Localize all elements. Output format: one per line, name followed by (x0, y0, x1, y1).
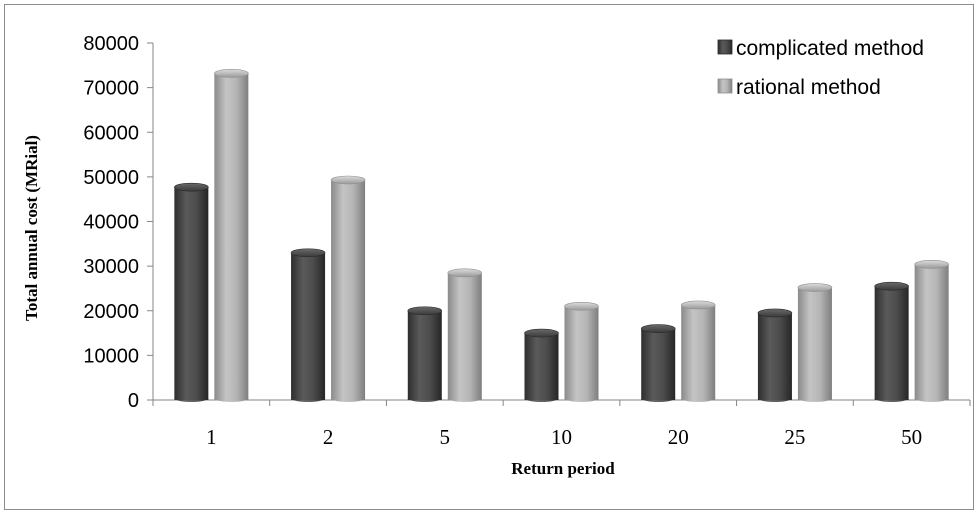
x-tick-label: 50 (901, 425, 922, 449)
legend: complicated method rational method (717, 37, 924, 99)
bar-base (524, 394, 559, 402)
bar-top (640, 324, 676, 333)
bar-top (524, 328, 559, 338)
x-tick-label: 20 (668, 425, 689, 449)
legend-label: rational method (736, 76, 881, 99)
bar-base (681, 394, 716, 402)
bar-top (330, 175, 366, 185)
y-axis-title: Total annual cost (MRial) (22, 135, 41, 321)
bar-top (290, 248, 326, 258)
bar-body (641, 328, 676, 400)
y-tick-label: 60000 (83, 122, 139, 144)
bar (874, 281, 909, 402)
bar-base (641, 394, 676, 402)
y-tick-label: 50000 (83, 167, 139, 189)
bar-top (174, 182, 209, 192)
bar (914, 260, 949, 402)
bar (330, 175, 366, 402)
x-tick-label: 10 (551, 425, 572, 449)
bar (174, 182, 209, 402)
bar (680, 300, 716, 402)
bar (757, 308, 793, 402)
bar-base (291, 394, 326, 402)
x-axis: 1 2 5 10 20 25 50 (152, 399, 971, 449)
legend-item: rational method (717, 76, 881, 99)
y-tick-label: 80000 (83, 33, 139, 55)
chart-frame (4, 4, 974, 510)
bar-body (447, 272, 482, 400)
bar-body (914, 264, 949, 400)
y-axis: 0 10000 20000 30000 40000 50000 60000 70000 8000… (83, 33, 154, 412)
bar (564, 301, 599, 402)
bar-top (564, 301, 599, 311)
bar-body (214, 73, 249, 400)
x-axis-title: Return period (511, 459, 615, 478)
bar-body (407, 310, 442, 400)
bar-body (524, 333, 559, 400)
bar-top (680, 300, 716, 310)
bar (797, 283, 833, 402)
bar-body (797, 287, 832, 400)
y-tick-label: 40000 (83, 212, 139, 234)
bar-base (564, 394, 599, 402)
bar-top (214, 69, 249, 78)
x-tick-label: 25 (784, 425, 805, 449)
bar-top (797, 283, 833, 292)
bar (640, 324, 676, 402)
bar-base (174, 394, 209, 402)
bar-top (914, 260, 949, 269)
bar (524, 328, 559, 402)
bar-base (214, 394, 249, 402)
bar (447, 268, 483, 402)
bars (174, 69, 949, 402)
bar-body (681, 304, 716, 400)
bar-top (757, 308, 793, 318)
bar-base (331, 394, 366, 402)
bar-top (874, 281, 909, 291)
bar-body (564, 306, 599, 400)
bar-base (874, 394, 909, 402)
legend-swatch (717, 78, 733, 94)
y-tick-label: 10000 (83, 345, 139, 367)
bar (407, 306, 443, 402)
y-tick-label: 0 (128, 390, 139, 412)
bar-base (407, 394, 442, 402)
legend-item: complicated method (717, 37, 924, 60)
y-tick-label: 70000 (83, 78, 139, 100)
bar-base (914, 394, 949, 402)
bar (214, 69, 249, 402)
x-tick-label: 2 (323, 425, 334, 449)
legend-label: complicated method (736, 37, 924, 60)
bar-body (874, 286, 909, 400)
bar-body (291, 252, 326, 400)
bar-base (447, 394, 482, 402)
y-tick-label: 30000 (83, 256, 139, 278)
y-tick-label: 20000 (83, 301, 139, 323)
bar-body (757, 312, 792, 400)
legend-swatch (717, 39, 733, 55)
bar-body (331, 179, 366, 400)
x-tick-label: 1 (206, 425, 217, 449)
bar-top (447, 268, 483, 278)
bar-base (757, 394, 792, 402)
x-tick-label: 5 (440, 425, 451, 449)
bar-top (407, 306, 443, 316)
bar (290, 248, 326, 402)
bar-body (174, 187, 209, 400)
bar-base (797, 394, 832, 402)
